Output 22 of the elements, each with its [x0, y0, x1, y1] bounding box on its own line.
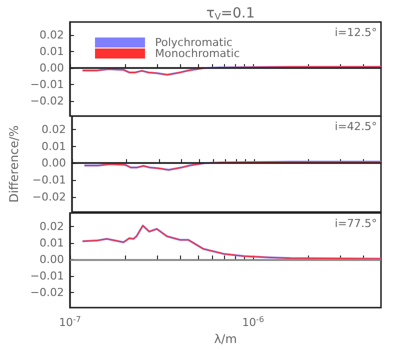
y-tick-label: 0.00 — [42, 156, 66, 170]
legend-label: Monochromatic — [155, 47, 240, 60]
y-tick-label: 0.02 — [40, 28, 64, 42]
annotation: i=77.5° — [334, 217, 377, 230]
y-tick-label: −0.01 — [30, 270, 64, 283]
y-tick-label: 0.02 — [42, 122, 66, 136]
y-tick-label: −0.01 — [30, 78, 64, 92]
y-tick-label: −0.02 — [32, 190, 66, 204]
y-tick-label: 0.01 — [40, 45, 64, 58]
y-tick-label: 0.00 — [40, 62, 64, 75]
annotation: i=42.5° — [334, 120, 377, 133]
y-tick-label: −0.02 — [30, 94, 64, 108]
y-tick-label: −0.01 — [32, 174, 66, 186]
y-tick-label: 0.02 — [40, 220, 64, 233]
legend-label: Polychromatic — [155, 36, 232, 49]
y-tick-label: 0.00 — [40, 252, 64, 266]
y-axis-title: Difference/% — [7, 125, 21, 203]
y-tick-label: −0.02 — [30, 286, 64, 300]
x-axis-title: λ/m — [214, 332, 237, 346]
y-tick-label: 0.01 — [40, 236, 64, 250]
y-tick-label: 0.01 — [42, 140, 66, 153]
annotation: i=12.5° — [334, 26, 377, 39]
